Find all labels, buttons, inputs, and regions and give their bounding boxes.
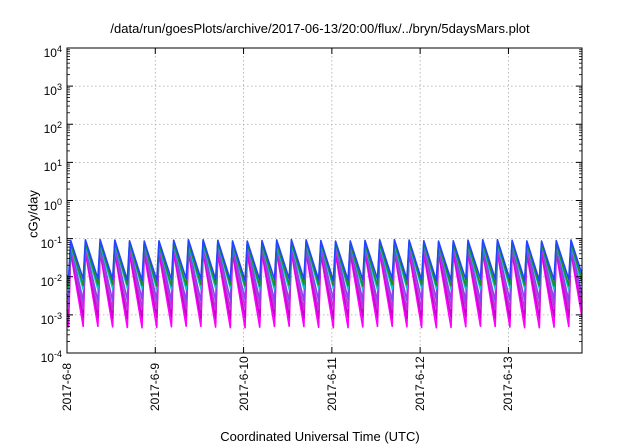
x-tick-label: 2017-6-12 <box>413 356 428 411</box>
y-tick-label: 102 <box>43 120 62 137</box>
y-tick-label: 101 <box>43 158 62 175</box>
tick-marks <box>66 47 582 354</box>
x-tick-label: 2017-6-10 <box>236 356 251 411</box>
y-tick-label: 10-3 <box>40 310 62 327</box>
chart-title: /data/run/goesPlots/archive/2017-06-13/2… <box>110 21 530 36</box>
grid-lines <box>67 48 582 353</box>
y-tick-label: 10-2 <box>40 272 62 289</box>
y-tick-label: 10-1 <box>40 234 62 251</box>
y-tick-label: 100 <box>43 196 62 213</box>
y-tick-label: 104 <box>43 44 62 60</box>
x-tick-label: 2017-6-11 <box>324 357 339 411</box>
x-tick-label: 2017-6-13 <box>501 356 516 411</box>
y-tick-label: 103 <box>43 82 62 99</box>
y-axis-label: cGy/day <box>25 190 41 238</box>
x-tick-label: 2017-6-9 <box>148 362 163 411</box>
series-lines <box>66 238 583 329</box>
x-tick-label: 2017-6-8 <box>60 362 74 411</box>
series-line <box>66 238 583 282</box>
y-tick-label: 10-4 <box>40 349 62 365</box>
x-axis-label: Coordinated Universal Time (UTC) <box>220 429 420 444</box>
